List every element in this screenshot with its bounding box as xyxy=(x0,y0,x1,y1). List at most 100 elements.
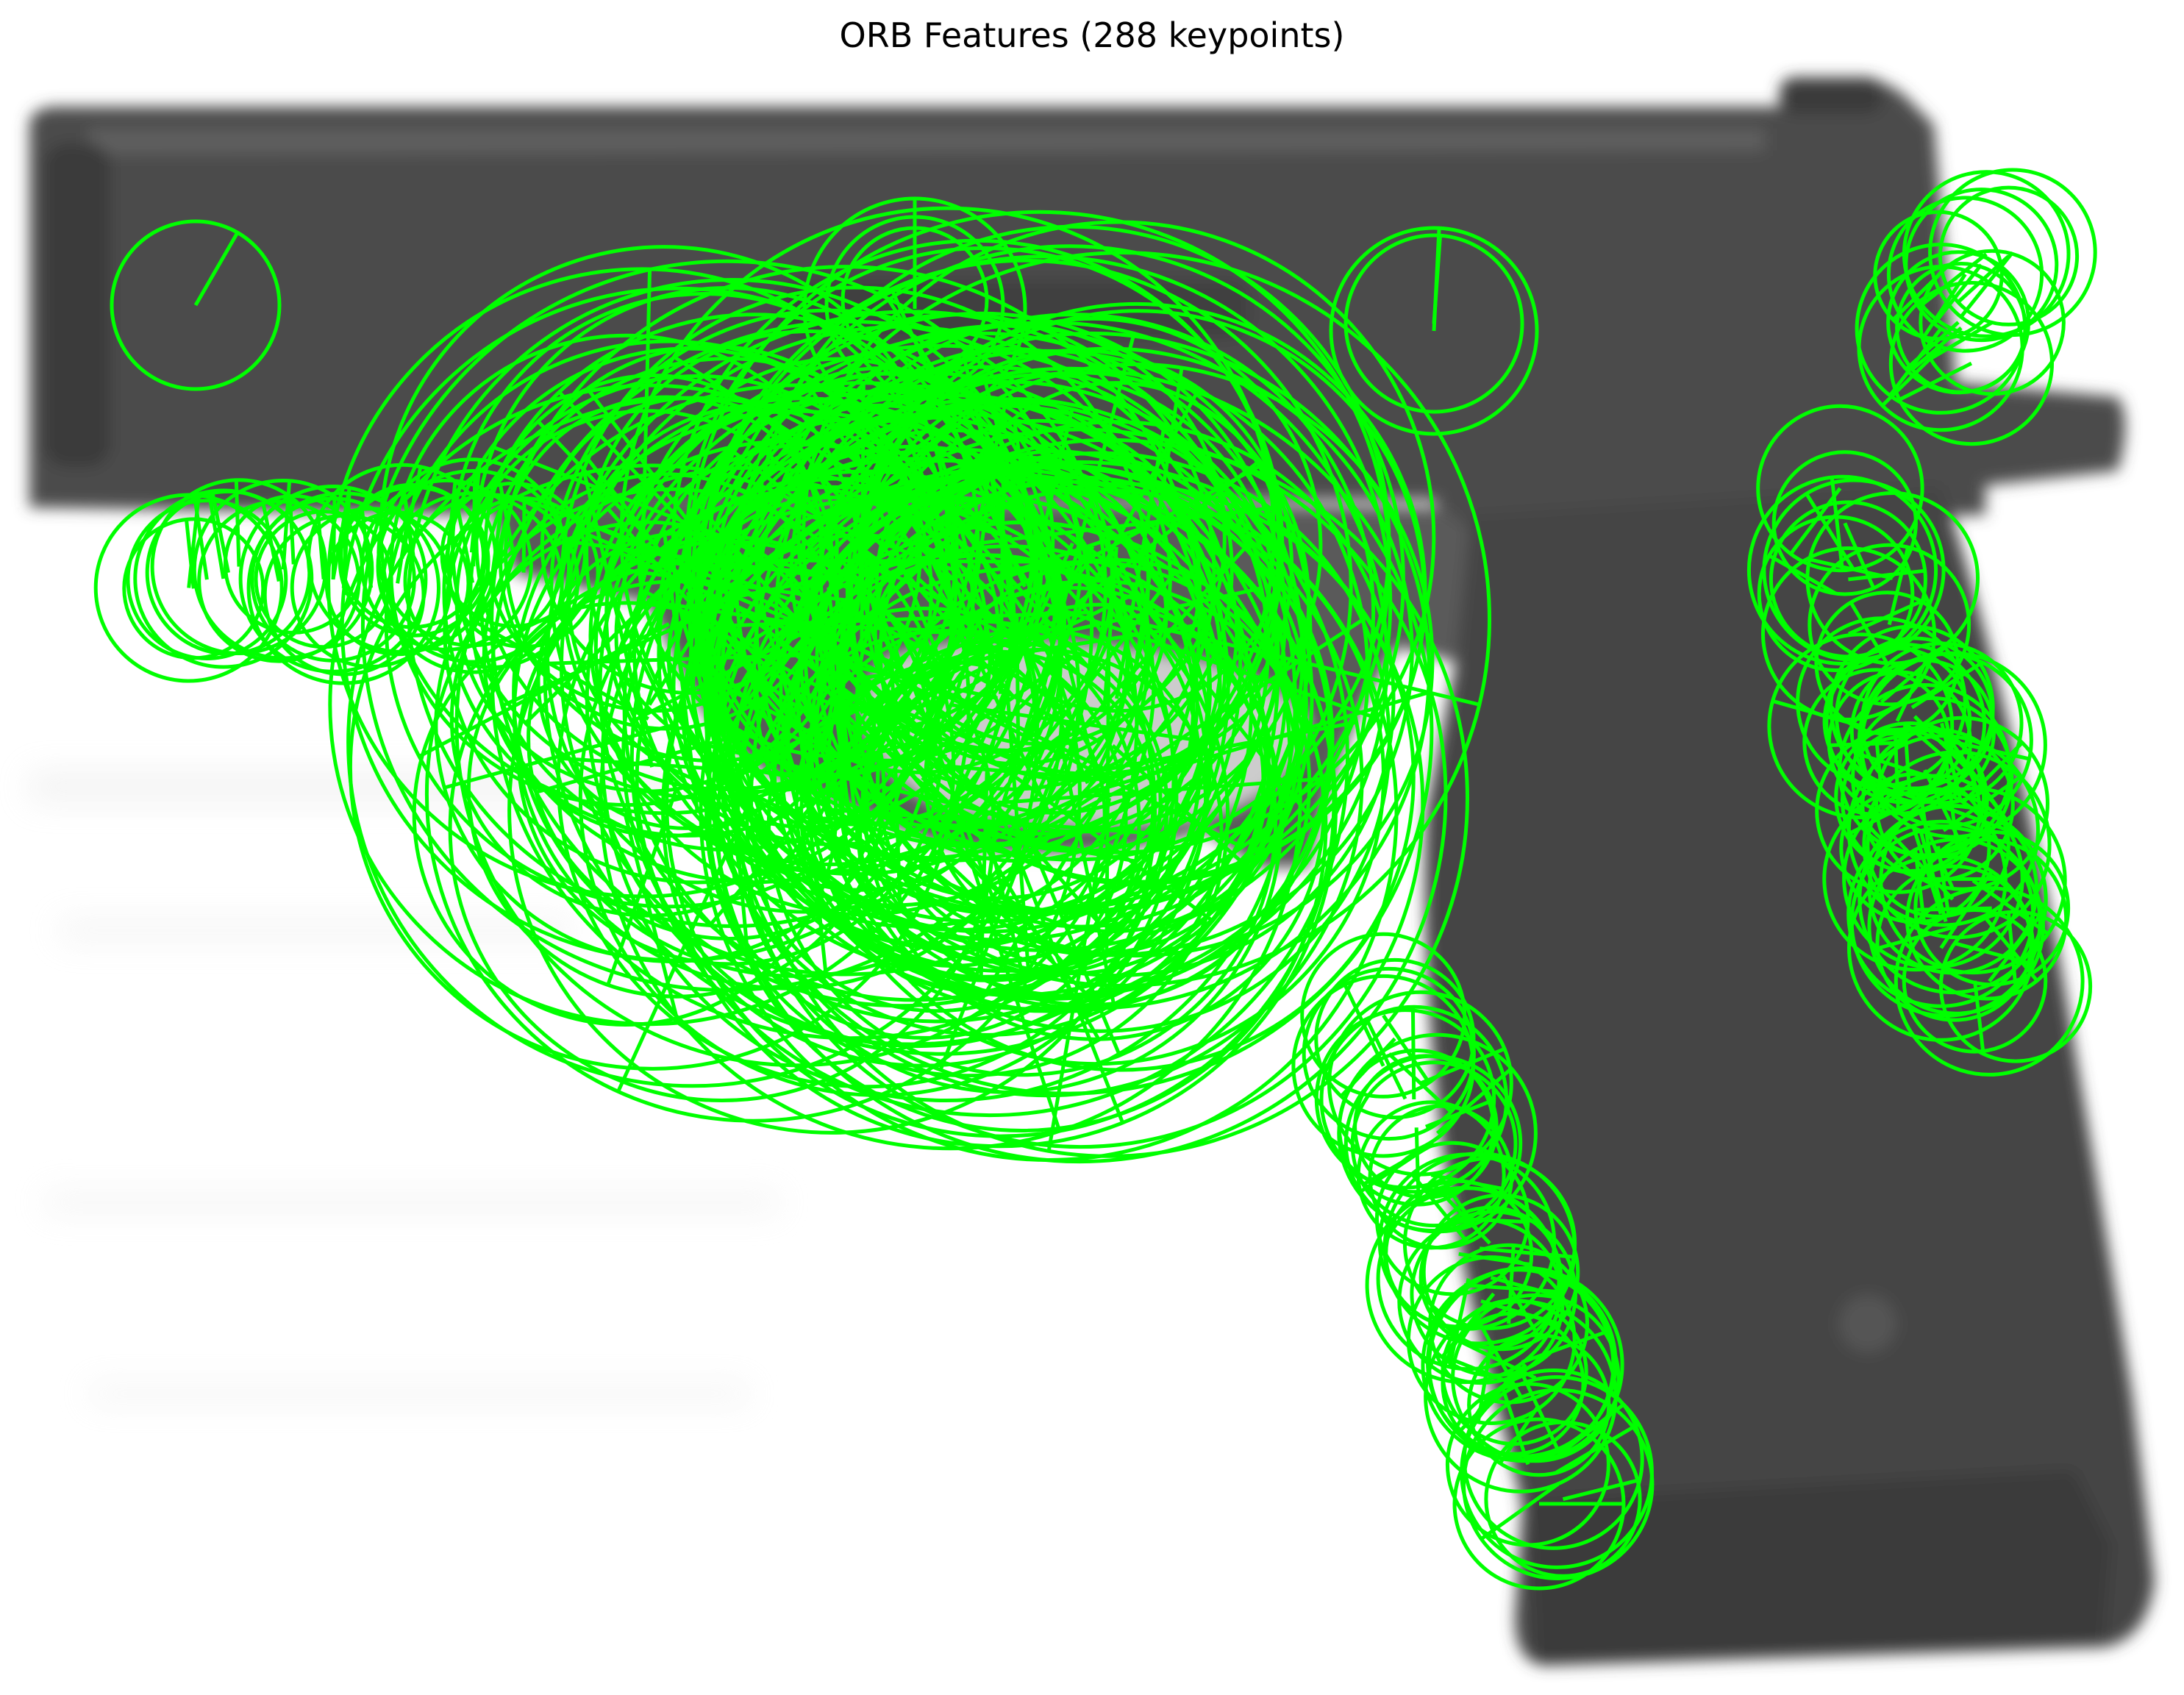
keypoint-orientation xyxy=(1430,1173,1503,1191)
keypoint-orientation xyxy=(185,519,196,589)
keypoint-orientation xyxy=(443,723,673,790)
keypoint-orientation xyxy=(207,491,226,579)
keypoint-orientation xyxy=(401,485,415,557)
keypoint-orientation xyxy=(315,511,326,579)
keypoint-circle xyxy=(703,459,1196,951)
keypoint-orientation xyxy=(876,591,1138,722)
keypoint-circle xyxy=(1353,1054,1499,1199)
keypoint-circle xyxy=(1382,1152,1577,1346)
keypoint-orientation xyxy=(557,390,756,600)
keypoint-orientation xyxy=(1102,546,1118,711)
keypoint-circle xyxy=(724,384,1114,774)
keypoint-orientation xyxy=(810,628,1010,821)
keypoint-orientation xyxy=(918,577,1063,712)
keypoint-orientation xyxy=(1446,1356,1514,1386)
keypoint-orientation xyxy=(1848,568,1925,582)
keypoint-orientation xyxy=(489,495,505,582)
keypoint-orientation xyxy=(1920,252,1988,307)
keypoint-circle xyxy=(1829,624,1995,791)
keypoint-orientation xyxy=(1910,662,1982,710)
keypoint-orientation xyxy=(1887,546,1910,626)
keypoint-circle xyxy=(424,465,1082,1123)
keypoint-orientation xyxy=(1847,597,1928,636)
keypoint-circle xyxy=(1462,1388,1655,1581)
keypoint-circle xyxy=(1807,543,1971,707)
keypoint-orientation xyxy=(1479,1246,1575,1259)
keypoint-orientation xyxy=(1933,263,1983,325)
keypoint-circle xyxy=(704,366,1434,1096)
keypoint-circle xyxy=(1314,957,1476,1120)
keypoint-orientation xyxy=(889,648,902,905)
keypoint-orientation xyxy=(1960,741,2024,805)
keypoint-circle xyxy=(339,482,485,629)
keypoint-circle xyxy=(1756,404,1924,573)
keypoint-circle xyxy=(1805,491,1980,665)
keypoint-orientation xyxy=(1468,1371,1516,1430)
keypoint-orientation xyxy=(1562,1478,1638,1502)
keypoint-orientation xyxy=(1849,601,1889,665)
keypoint-circle xyxy=(246,491,440,685)
keypoint-circle xyxy=(126,499,288,660)
keypoint-orientation xyxy=(502,602,728,707)
keypoint-circle xyxy=(1445,1382,1610,1547)
keypoint-orientation xyxy=(1768,554,1837,596)
keypoint-circle xyxy=(110,219,282,391)
keypoint-orientation xyxy=(688,418,767,547)
keypoint-orientation xyxy=(234,479,241,567)
keypoint-circle xyxy=(1291,974,1475,1158)
keypoint-orientation xyxy=(210,493,230,574)
keypoint-orientation xyxy=(1918,811,1955,891)
keypoint-circle xyxy=(1894,886,2085,1077)
keypoint-circle xyxy=(1938,185,2080,326)
keypoint-orientation xyxy=(193,501,209,580)
keypoint-orientation xyxy=(890,288,1027,588)
keypoint-circle xyxy=(696,258,1353,916)
keypoint-orientation xyxy=(1915,906,1992,912)
keypoint-circle xyxy=(238,485,428,674)
keypoint-orientation xyxy=(860,482,1013,624)
keypoint-circle xyxy=(671,238,1281,849)
keypoint-circle xyxy=(1771,450,1918,596)
keypoint-orientation xyxy=(949,702,1191,741)
keypoint-circle xyxy=(1376,1186,1561,1371)
keypoint-orientation xyxy=(1555,1422,1640,1474)
keypoint-orientation xyxy=(1410,1172,1469,1243)
keypoint-circle xyxy=(479,357,975,852)
keypoint-orientation xyxy=(493,445,728,540)
keypoint-orientation xyxy=(985,754,1213,922)
keypoint-circle xyxy=(845,301,1427,884)
keypoint-orientation xyxy=(1058,739,1116,1007)
keypoint-orientation xyxy=(1830,477,1844,571)
keypoint-orientation xyxy=(832,807,1155,835)
keypoint-circle xyxy=(1769,500,1927,659)
keypoint-circle xyxy=(197,499,361,663)
keypoint-circle xyxy=(507,485,1157,1135)
keypoint-orientation xyxy=(606,788,679,986)
keypoint-orientation xyxy=(1887,829,1955,901)
keypoint-orientation xyxy=(1953,941,2030,965)
keypoint-orientation xyxy=(1913,715,1971,773)
keypoint-circle xyxy=(876,585,1266,976)
keypoint-circle xyxy=(1441,1298,1588,1446)
keypoint-circle xyxy=(442,346,933,838)
keypoint-circle xyxy=(360,478,533,652)
keypoint-orientation xyxy=(1458,1252,1532,1267)
keypoint-orientation xyxy=(1521,1328,1611,1364)
keypoint-orientation xyxy=(1871,924,1957,952)
keypoint-orientation xyxy=(1365,1018,1407,1100)
keypoint-orientation xyxy=(1432,228,1441,332)
keypoint-circle xyxy=(707,606,1141,1040)
keypoint-circle xyxy=(1834,721,1986,873)
keypoint-orientation xyxy=(995,520,1162,579)
keypoint-orientation xyxy=(1940,722,1963,802)
keypoint-orientation xyxy=(860,382,866,649)
keypoint-orientation xyxy=(921,552,1097,782)
keypoint-circle xyxy=(1329,226,1539,436)
keypoint-circle xyxy=(733,544,1283,1094)
keypoint-circle xyxy=(290,507,452,668)
figure-title: ORB Features (288 keypoints) xyxy=(839,15,1345,55)
keypoint-circle xyxy=(1919,249,2066,396)
keypoint-circle xyxy=(403,493,580,670)
